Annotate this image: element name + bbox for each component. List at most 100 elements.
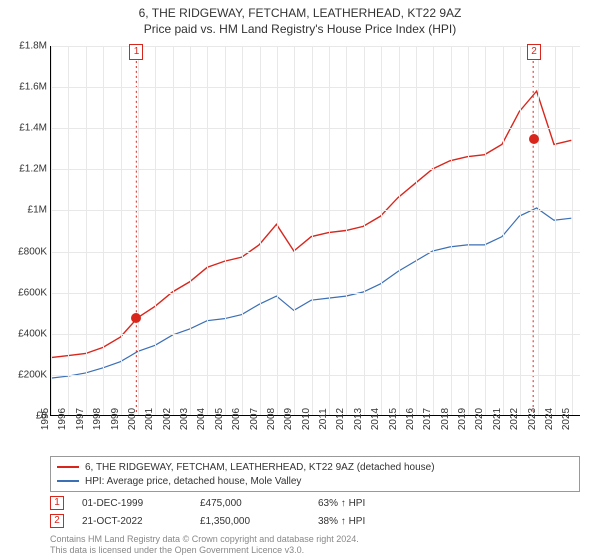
gridline-h	[51, 293, 580, 294]
x-axis-label: 2020	[474, 408, 485, 430]
x-axis-label: 2011	[318, 408, 329, 430]
x-axis-label: 1997	[75, 408, 86, 430]
gridline-v	[225, 46, 226, 415]
gridline-v	[155, 46, 156, 415]
legend-item: HPI: Average price, detached house, Mole…	[57, 474, 573, 488]
gridline-v	[242, 46, 243, 415]
event-flag: 2	[50, 514, 64, 528]
x-axis-label: 2000	[127, 408, 138, 430]
gridline-v	[190, 46, 191, 415]
event-date: 01-DEC-1999	[82, 498, 182, 509]
x-axis-label: 2001	[144, 408, 155, 430]
event-row: 101-DEC-1999£475,00063% ↑ HPI	[50, 494, 580, 512]
gridline-v	[468, 46, 469, 415]
x-axis-label: 2012	[335, 408, 346, 430]
gridline-v	[86, 46, 87, 415]
legend: 6, THE RIDGEWAY, FETCHAM, LEATHERHEAD, K…	[50, 456, 580, 492]
event-price: £475,000	[200, 498, 300, 509]
gridline-v	[68, 46, 69, 415]
x-axis-label: 2018	[440, 408, 451, 430]
y-axis-label: £1.8M	[19, 41, 47, 52]
gridline-v	[451, 46, 452, 415]
x-axis-label: 1995	[40, 408, 51, 430]
x-axis-label: 2023	[526, 408, 537, 430]
gridline-v	[103, 46, 104, 415]
gridline-v	[51, 46, 52, 415]
x-axis-label: 2016	[405, 408, 416, 430]
legend-item: 6, THE RIDGEWAY, FETCHAM, LEATHERHEAD, K…	[57, 460, 573, 474]
gridline-h	[51, 334, 580, 335]
gridline-h	[51, 210, 580, 211]
x-axis-label: 2006	[231, 408, 242, 430]
gridline-v	[433, 46, 434, 415]
y-axis-label: £1M	[28, 205, 47, 216]
x-axis-label: 2014	[370, 408, 381, 430]
x-axis-label: 2004	[196, 408, 207, 430]
license-line-1: Contains HM Land Registry data © Crown c…	[50, 534, 359, 545]
marker-flag: 2	[527, 44, 541, 60]
gridline-v	[503, 46, 504, 415]
marker-dot	[131, 313, 141, 323]
y-axis-label: £1.4M	[19, 123, 47, 134]
x-axis-label: 1998	[92, 408, 103, 430]
gridline-v	[346, 46, 347, 415]
gridline-v	[485, 46, 486, 415]
gridline-v	[381, 46, 382, 415]
x-axis-label: 2002	[162, 408, 173, 430]
gridline-v	[538, 46, 539, 415]
legend-label: HPI: Average price, detached house, Mole…	[85, 476, 301, 487]
x-axis-label: 2008	[266, 408, 277, 430]
gridline-v	[399, 46, 400, 415]
x-axis-label: 2005	[214, 408, 225, 430]
chart: £0£200K£400K£600K£800K£1M£1.2M£1.4M£1.6M…	[50, 46, 580, 416]
x-axis-label: 2021	[492, 408, 503, 430]
x-axis-label: 2007	[248, 408, 259, 430]
y-axis-label: £400K	[18, 328, 47, 339]
x-axis-label: 2003	[179, 408, 190, 430]
marker-dot	[529, 134, 539, 144]
y-axis-label: £600K	[18, 287, 47, 298]
x-axis-label: 2022	[509, 408, 520, 430]
x-axis-label: 2024	[544, 408, 555, 430]
event-row: 221-OCT-2022£1,350,00038% ↑ HPI	[50, 512, 580, 530]
gridline-v	[207, 46, 208, 415]
gridline-h	[51, 375, 580, 376]
gridline-h	[51, 128, 580, 129]
legend-swatch	[57, 466, 79, 468]
event-price: £1,350,000	[200, 516, 300, 527]
gridline-v	[260, 46, 261, 415]
gridline-v	[138, 46, 139, 415]
y-axis-label: £800K	[18, 246, 47, 257]
gridline-v	[572, 46, 573, 415]
gridline-h	[51, 252, 580, 253]
event-pct: 38% ↑ HPI	[318, 516, 418, 527]
gridline-v	[555, 46, 556, 415]
gridline-v	[416, 46, 417, 415]
event-flag: 1	[50, 496, 64, 510]
events-table: 101-DEC-1999£475,00063% ↑ HPI221-OCT-202…	[50, 494, 580, 530]
x-axis-label: 2009	[283, 408, 294, 430]
gridline-h	[51, 87, 580, 88]
license-line-2: This data is licensed under the Open Gov…	[50, 545, 359, 556]
gridline-v	[277, 46, 278, 415]
legend-swatch	[57, 480, 79, 482]
chart-lines	[51, 46, 580, 415]
gridline-v	[294, 46, 295, 415]
gridline-v	[520, 46, 521, 415]
y-axis-label: £1.2M	[19, 164, 47, 175]
x-axis-label: 2019	[457, 408, 468, 430]
gridline-v	[364, 46, 365, 415]
x-axis-label: 2010	[301, 408, 312, 430]
title-block: 6, THE RIDGEWAY, FETCHAM, LEATHERHEAD, K…	[0, 0, 600, 36]
plot-area: £0£200K£400K£600K£800K£1M£1.2M£1.4M£1.6M…	[50, 46, 580, 416]
x-axis-label: 2017	[422, 408, 433, 430]
gridline-v	[329, 46, 330, 415]
gridline-v	[173, 46, 174, 415]
marker-flag: 1	[129, 44, 143, 60]
gridline-h	[51, 169, 580, 170]
license-text: Contains HM Land Registry data © Crown c…	[50, 534, 359, 556]
x-axis-label: 2013	[353, 408, 364, 430]
y-axis-label: £200K	[18, 369, 47, 380]
chart-title: 6, THE RIDGEWAY, FETCHAM, LEATHERHEAD, K…	[0, 6, 600, 20]
x-axis-label: 1996	[57, 408, 68, 430]
